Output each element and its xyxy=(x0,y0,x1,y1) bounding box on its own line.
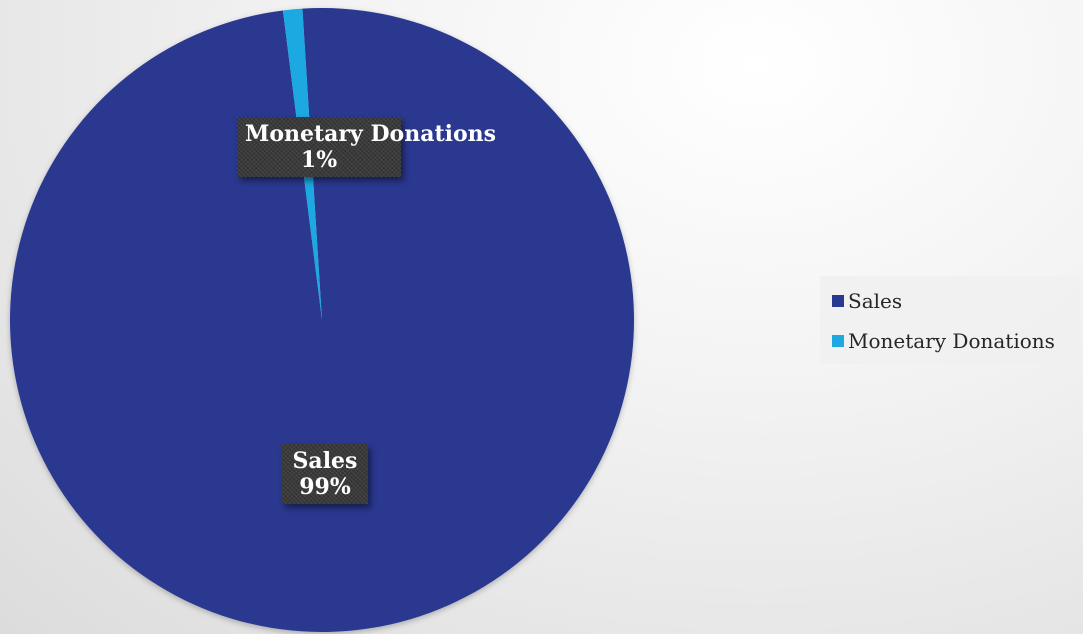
legend-swatch-monetary-donations xyxy=(832,335,844,347)
data-label-monetary-donations: Monetary Donations 1% xyxy=(237,117,497,177)
data-label-percent: 1% xyxy=(300,147,338,173)
legend-label-sales: Sales xyxy=(848,289,903,313)
data-label-sales: Sales 99% xyxy=(282,444,368,504)
data-label-percent: 99% xyxy=(299,474,351,500)
legend-item-sales: Sales xyxy=(832,288,902,314)
data-label-category: Sales xyxy=(292,448,358,474)
legend-label-monetary-donations: Monetary Donations xyxy=(848,329,1055,353)
data-label-category: Monetary Donations xyxy=(245,121,497,147)
legend: Sales Monetary Donations xyxy=(820,276,1080,364)
pie-slice-sales xyxy=(9,8,635,632)
legend-item-monetary-donations: Monetary Donations xyxy=(832,328,1055,354)
legend-swatch-sales xyxy=(832,295,844,307)
